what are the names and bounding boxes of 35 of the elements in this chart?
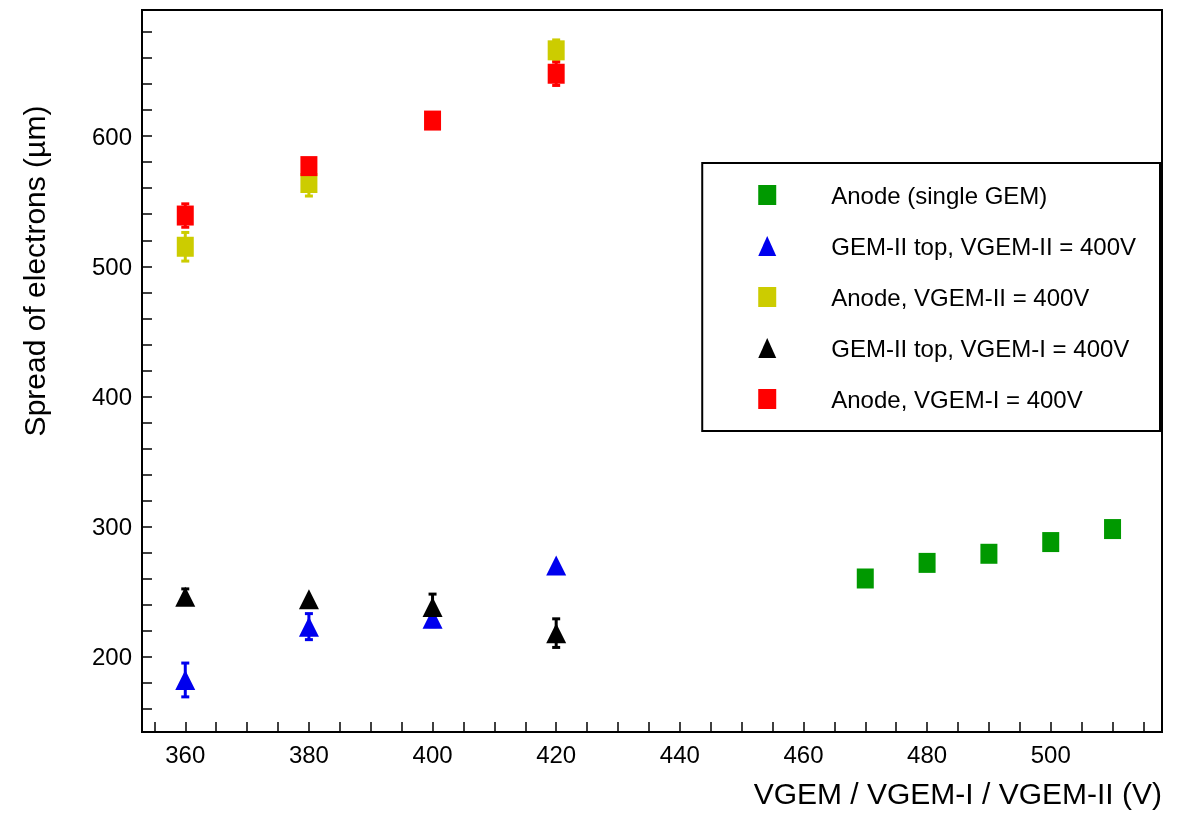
x-tick-label: 420 [536, 740, 577, 768]
point [546, 623, 567, 644]
y-tick-label: 500 [91, 252, 132, 280]
x-tick-label: 440 [659, 740, 700, 768]
legend-label: Anode, VGEM-II = 400V [831, 283, 1090, 311]
point [547, 63, 565, 84]
x-axis-title: VGEM / VGEM-I / VGEM-II (V) [753, 776, 1162, 810]
y-tick-label: 300 [91, 512, 132, 540]
x-tick-label: 360 [165, 740, 206, 768]
point [980, 543, 998, 564]
x-tick-label: 400 [412, 740, 453, 768]
point [547, 40, 565, 61]
point [424, 110, 442, 131]
point [1104, 519, 1122, 540]
x-tick-label: 460 [783, 740, 824, 768]
point [176, 205, 194, 226]
point [856, 568, 874, 589]
point [1042, 532, 1060, 553]
legend-label: GEM-II top, VGEM-I = 400V [831, 334, 1130, 362]
y-tick-label: 600 [91, 122, 132, 150]
point [300, 156, 318, 177]
x-tick-label: 500 [1030, 740, 1071, 768]
x-tick-label: 480 [907, 740, 948, 768]
y-tick-label: 400 [91, 382, 132, 410]
point [176, 236, 194, 257]
legend-label: Anode, VGEM-I = 400V [831, 385, 1083, 413]
point [175, 669, 196, 690]
y-tick-label: 200 [91, 643, 132, 671]
point [298, 589, 319, 610]
y-axis-title: Spread of electrons (µm) [17, 105, 51, 437]
x-tick-label: 380 [288, 740, 329, 768]
point [918, 552, 936, 573]
point [546, 555, 567, 576]
legend-label: Anode (single GEM) [831, 181, 1048, 209]
legend-label: GEM-II top, VGEM-II = 400V [831, 232, 1137, 260]
